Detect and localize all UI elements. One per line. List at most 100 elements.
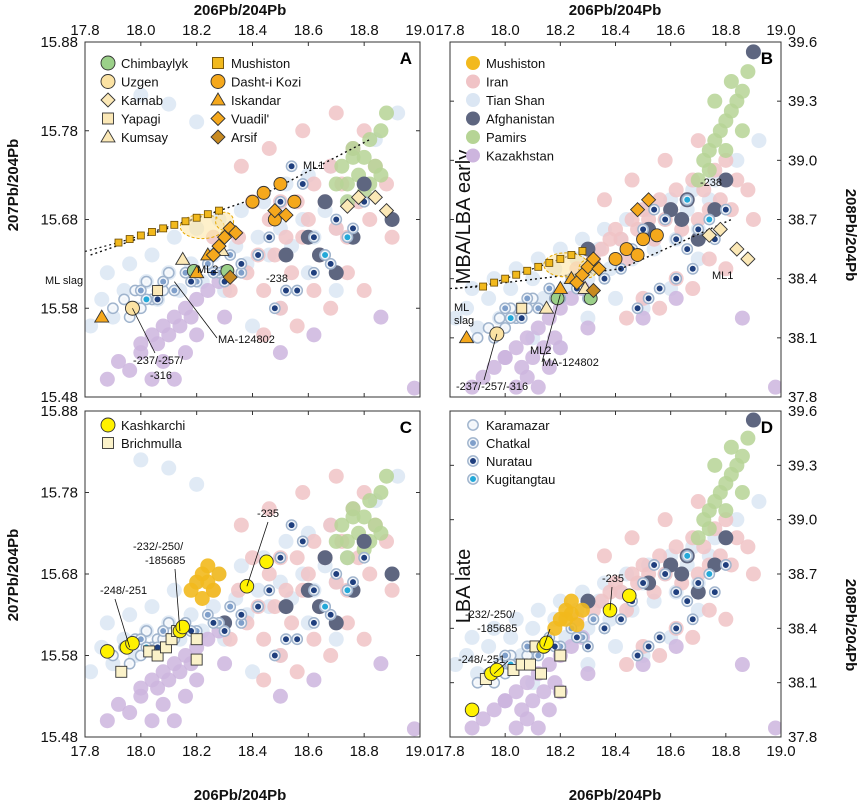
point-tian-shan — [503, 281, 519, 297]
legend-swatch-afghanistan — [466, 111, 480, 126]
point-afghanistan — [718, 172, 734, 188]
point-dasht-i-kozi — [649, 228, 664, 243]
point-kazakhstan — [635, 310, 651, 326]
y-tick-label: 15.48 — [40, 729, 78, 746]
legend: Chimbaylyk Uzgen Karnab Yapagi Kumsay Mushist… — [100, 55, 301, 145]
legend-swatch-uzgen — [100, 74, 116, 89]
point-iran — [300, 566, 316, 582]
point-chatkal — [226, 602, 234, 611]
point-nuratau — [265, 233, 273, 241]
point-nuratau — [644, 294, 653, 302]
point-pamirs — [723, 439, 739, 455]
legend-label-kumsay: Kumsay — [121, 130, 168, 145]
point-pamirs — [707, 457, 723, 473]
x-tick-label: 19.0 — [766, 743, 795, 760]
point-pamirs — [723, 73, 739, 89]
point-nuratau — [650, 206, 658, 214]
point-kazakhstan — [200, 631, 216, 647]
point-kazakhstan — [217, 656, 233, 672]
point-kugitangtau — [321, 251, 329, 259]
point-kashkarchi — [539, 635, 554, 651]
y-tick-label: 38.7 — [788, 566, 817, 583]
point-kazakhstan — [189, 291, 205, 307]
point-nuratau — [672, 588, 680, 596]
point-yapagi — [516, 302, 528, 314]
point-iran — [289, 664, 305, 680]
x-tick-label: 18.0 — [126, 22, 155, 39]
legend-label-vuadil: Vuadil' — [231, 112, 269, 127]
x-tick-label: 18.6 — [656, 743, 685, 760]
point-chatkal — [237, 269, 245, 277]
point-karamazar — [120, 295, 128, 303]
point-kazakhstan — [519, 369, 535, 385]
legend: Mushiston Iran Tian Shan Afghanistan Pamirs K… — [466, 56, 555, 164]
point-nuratau — [349, 224, 357, 232]
point-kazakhstan — [155, 696, 171, 712]
point-afghanistan — [278, 247, 294, 263]
legend-swatch-kashkarchi — [100, 417, 116, 433]
point-iran — [624, 530, 640, 546]
point-nuratau — [644, 642, 653, 651]
point-kugitangtau — [142, 295, 151, 303]
point-kazakhstan — [519, 711, 535, 727]
point-nuratau — [310, 586, 318, 594]
point-ml-slag — [215, 206, 223, 215]
point-kazakhstan — [172, 664, 188, 680]
y-tick-label: 15.78 — [40, 485, 78, 502]
point-kazakhstan — [508, 379, 524, 395]
point-nuratau — [722, 561, 730, 569]
point-iran — [685, 281, 701, 297]
point-iran — [685, 629, 701, 645]
point-nuratau — [276, 554, 285, 562]
point-nuratau — [310, 619, 318, 627]
point-iran — [339, 615, 355, 631]
y-tick-label: 39.0 — [788, 152, 817, 169]
point-iskandar — [552, 280, 569, 294]
point-tian-shan — [459, 648, 475, 663]
point-pamirs — [362, 493, 378, 509]
point-kazakhstan — [508, 684, 524, 700]
point-pamirs — [328, 533, 344, 549]
point-kazakhstan — [580, 666, 596, 682]
panel-data-layer — [85, 452, 420, 737]
legend-label-chatkal: Chatkal — [486, 436, 530, 451]
point-afghanistan — [674, 212, 690, 227]
point-kugitangtau — [321, 602, 329, 611]
point-nuratau — [617, 615, 625, 623]
point-iran — [690, 566, 706, 582]
x-tick-label: 18.6 — [294, 743, 323, 760]
point-iran — [323, 300, 339, 316]
point-iran — [690, 494, 706, 510]
x-tick-label: 18.8 — [350, 22, 379, 39]
point-iran — [596, 548, 612, 564]
point-iran — [306, 631, 322, 647]
point-iran — [261, 141, 277, 156]
point-kazakhstan — [122, 705, 138, 721]
point-iran — [256, 283, 272, 298]
x-tick-label: 17.8 — [435, 743, 464, 760]
point-kazakhstan — [373, 309, 389, 325]
point-kazakhstan — [486, 359, 502, 375]
point-ml-slag — [114, 238, 123, 247]
legend-swatch-pamirs — [466, 130, 480, 144]
point-iran — [233, 158, 249, 174]
point-kugitangtau — [507, 314, 515, 322]
point-kazakhstan — [150, 336, 166, 352]
point-nuratau — [518, 314, 526, 322]
point-nuratau — [639, 579, 647, 587]
point-kazakhstan — [178, 345, 193, 361]
point-iran — [267, 247, 283, 263]
point-kazakhstan — [144, 713, 160, 729]
point-iran — [256, 672, 272, 688]
point-iran — [718, 611, 734, 627]
point-vuadil — [585, 251, 602, 267]
point-iran — [745, 566, 761, 582]
point-iran — [306, 533, 322, 549]
annotation-label: ML2 — [530, 345, 551, 357]
legend-swatch-dasht-i-kozi — [210, 74, 226, 89]
point-brichmulla — [151, 649, 164, 662]
point-ml-slag — [136, 231, 145, 240]
point-karnab — [367, 189, 383, 205]
point-iskandar — [458, 329, 475, 344]
